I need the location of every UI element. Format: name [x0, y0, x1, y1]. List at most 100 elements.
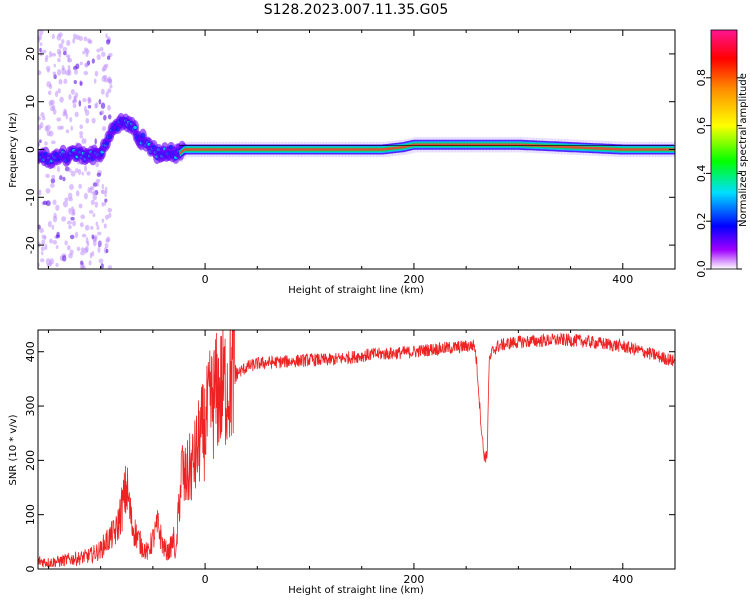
spectrum-point [65, 113, 69, 120]
spectrum-point [62, 255, 67, 262]
snr-xlabel: Height of straight line (km) [288, 585, 424, 596]
spectrum-point [85, 51, 89, 58]
y-tick-label: -20 [24, 236, 37, 254]
spectrum-point [45, 124, 51, 131]
spectrum-point [49, 183, 55, 188]
spectrum-point [72, 220, 76, 227]
snr-marks [38, 330, 675, 569]
spectrum-point [70, 216, 75, 221]
spectrum-point [90, 199, 95, 206]
spectrum-point [78, 36, 83, 41]
spectrum-point [68, 94, 72, 100]
colorbar-ticks: 0.0 0.2 0.4 0.6 0.8 [695, 69, 742, 278]
spectrum-point [107, 114, 112, 120]
spectrum-point [62, 176, 66, 182]
spectrum-point [107, 207, 113, 213]
spectrum-point [64, 240, 68, 246]
spectrum-point [103, 223, 107, 229]
spectrum-point [107, 265, 113, 269]
spectrum-point [53, 63, 56, 68]
spectrum-point [103, 114, 107, 121]
spectrum-point [76, 246, 81, 251]
spectrum-point [40, 251, 44, 256]
spectrum-point [68, 225, 72, 230]
spectrum-point [70, 206, 75, 213]
spectrum-point [46, 130, 51, 137]
spectrum-point [38, 30, 44, 36]
spectrum-point [44, 141, 48, 146]
spectrum-point [105, 91, 109, 98]
spectrum-point [50, 140, 56, 145]
colorbar: 0.0 0.2 0.4 0.6 0.8 Normalized spectral ampl… [695, 29, 749, 278]
spectrum-point [56, 69, 62, 76]
spectrum-point [105, 248, 109, 253]
spectrogram-ylabel: Frequency (Hz) [8, 112, 19, 188]
spectrum-point [78, 203, 83, 209]
spectrum-point [40, 258, 45, 263]
spectrum-point [78, 183, 82, 189]
spectrum-point [83, 70, 89, 76]
spectrum-point [92, 194, 98, 201]
spectrum-point [44, 243, 48, 251]
spectrum-point [101, 218, 105, 223]
spectrum-point [55, 263, 59, 267]
x-tick-label: 400 [612, 273, 633, 286]
spectrum-point [86, 240, 90, 247]
spectrum-point [97, 246, 101, 253]
spectrum-point [51, 52, 57, 57]
spectrum-point [80, 214, 86, 220]
spectrum-point [39, 227, 44, 234]
snr-axes: 0 200 400 0 100 200 300 400 [24, 330, 676, 586]
spectrum-point [49, 258, 55, 265]
spectrum-point [87, 96, 92, 102]
spectrum-point [104, 198, 108, 203]
spectrum-point [69, 116, 73, 123]
spectrum-point [69, 234, 75, 240]
spectrum-point [79, 131, 84, 136]
spectrum-point [38, 241, 41, 248]
spectrum-point [100, 110, 105, 115]
spectrum-point [50, 178, 56, 184]
snr-frame [37, 329, 676, 570]
spectrum-point [63, 50, 67, 56]
y-tick-label: 100 [24, 504, 37, 525]
spectrum-point [89, 187, 93, 194]
spectrum-point [105, 33, 108, 39]
spectrum-point [48, 100, 53, 107]
spectrum-point [57, 58, 61, 63]
spectrum-point [73, 96, 77, 103]
spectrum-point [39, 47, 42, 53]
spectrum-point [41, 234, 46, 240]
snr-panel: 0 200 400 0 100 200 300 400 Height of straight … [8, 329, 676, 596]
spectrum-point [53, 212, 57, 219]
spectrum-point [95, 221, 99, 226]
spectrum-point [80, 250, 85, 256]
spectrum-point [101, 183, 105, 190]
spectrum-point [81, 138, 85, 145]
spectrum-point [94, 70, 99, 77]
spectrum-point [45, 188, 51, 194]
spectrum-point [87, 104, 92, 109]
spectrum-point [56, 231, 60, 237]
spectrum-point [79, 61, 83, 66]
spectrum-point [107, 104, 111, 111]
spectrum-point [96, 181, 100, 187]
spectrum-point [39, 42, 43, 46]
y-tick-label: -10 [24, 188, 37, 206]
spectrum-point [39, 122, 44, 129]
spectrum-point [60, 125, 64, 130]
spectrum-point [38, 116, 42, 121]
spectrum-point [48, 51, 53, 58]
spectrum-point [38, 70, 42, 76]
spectrum-point [69, 249, 74, 256]
spectrum-point [61, 67, 67, 75]
spectrum-point [105, 238, 110, 243]
spectrum-point [84, 62, 89, 68]
colorbar-gradient [710, 29, 738, 270]
spectrum-point [92, 182, 98, 187]
spectrum-point [64, 166, 70, 172]
spectrum-point [55, 245, 59, 250]
spectrum-point [49, 83, 53, 90]
spectrum-point [66, 54, 71, 59]
spectrum-point [72, 38, 76, 44]
